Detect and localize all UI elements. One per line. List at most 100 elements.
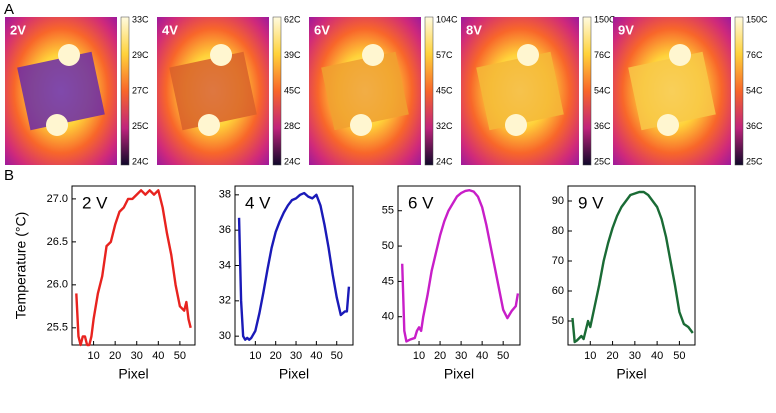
y-tick-label: 60 [552,285,564,297]
x-axis-label: Pixel [118,366,148,382]
colorbar-label: 76C [746,50,763,60]
contact-pad [505,114,527,136]
colorbar-label: 150C [746,14,768,24]
plot-frame [567,185,696,346]
y-tick-label: 50 [382,240,394,252]
colorbar-label: 54C [746,85,763,95]
colorbar-label: 25C [594,156,611,166]
colorbar-label: 32C [436,121,453,131]
contact-pad [350,114,372,136]
y-tick-label: 34 [219,259,231,271]
colorbar-label: 29C [132,50,149,60]
data-line [401,189,520,343]
y-tick-label: 50 [552,315,564,327]
colorbar-label: 33C [132,14,149,24]
image-label: 4V [162,22,178,37]
colorbar-label: 62C [284,14,301,24]
thermal-image: 2V 33C 29C 27C 25C 24C [5,14,149,166]
x-tick-label: 40 [310,350,322,362]
y-tick-label: 38 [219,189,231,201]
x-axis-label: Pixel [444,366,474,382]
contact-pad [58,44,80,66]
x-tick-label: 10 [249,350,261,362]
colorbar-label: 36C [594,121,611,131]
y-tick-label: 26.0 [47,279,68,291]
image-label: 2V [10,22,26,37]
heater-plate [628,51,716,131]
chart-annotation: 2 V [82,193,108,212]
panel-label: A [4,1,14,18]
contact-pad [362,44,384,66]
data-line [237,191,351,341]
image-label: 8V [466,22,482,37]
image-label: 9V [618,22,634,37]
y-tick-label: 80 [552,225,564,237]
plot-frame [397,185,521,346]
plot-frame [71,185,196,346]
colorbar-label: 57C [436,50,453,60]
x-tick-label: 20 [270,350,282,362]
colorbar-label: 36C [746,121,763,131]
y-tick-label: 36 [219,224,231,236]
colorbar [272,16,282,166]
y-tick-label: 45 [382,275,394,287]
panel-label: B [4,167,14,184]
x-tick-label: 40 [476,350,488,362]
colorbar-label: 25C [746,156,763,166]
x-tick-label: 30 [455,350,467,362]
y-tick-label: 26.5 [47,236,68,248]
colorbar [734,16,744,166]
data-line [75,189,192,347]
colorbar-label: 24C [284,156,301,166]
contact-pad [669,44,691,66]
x-tick-label: 40 [651,350,663,362]
x-tick-label: 20 [606,350,618,362]
y-tick-label: 30 [219,330,231,342]
colorbar-label: 45C [436,85,453,95]
y-tick-label: 90 [552,195,564,207]
y-tick-label: 32 [219,295,231,307]
colorbar-label: 150C [594,14,616,24]
x-tick-label: 50 [673,350,685,362]
data-line [571,190,694,344]
contact-pad [517,44,539,66]
colorbar-label: 104C [436,14,458,24]
thermal-image: 8V 150C 76C 54C 36C 25C [461,14,616,166]
chart-annotation: 9 V [578,193,604,212]
thermal-image: 9V 150C 76C 54C 36C 25C [613,14,768,166]
colorbar-label: 45C [284,85,301,95]
heater-plate [17,51,105,131]
colorbar-label: 39C [284,50,301,60]
x-tick-label: 10 [87,350,99,362]
contact-pad [210,44,232,66]
x-axis-label: Pixel [279,366,309,382]
x-tick-label: 50 [331,350,343,362]
image-label: 6V [314,22,330,37]
chart-annotation: 4 V [245,193,271,212]
heater-plate [476,51,564,131]
x-tick-label: 40 [152,350,164,362]
colorbar [582,16,592,166]
chart-annotation: 6 V [408,193,434,212]
thermal-image: 4V 62C 39C 45C 28C 24C [157,14,301,166]
x-tick-label: 10 [413,350,425,362]
x-tick-label: 30 [629,350,641,362]
x-tick-label: 10 [584,350,596,362]
colorbar-label: 25C [132,121,149,131]
heater-plate [321,51,409,131]
x-tick-label: 20 [434,350,446,362]
contact-pad [198,114,220,136]
colorbar-label: 76C [594,50,611,60]
y-tick-label: 25.5 [47,322,68,334]
y-tick-label: 40 [382,311,394,323]
x-tick-label: 20 [109,350,121,362]
colorbar-label: 24C [132,156,149,166]
contact-pad [657,114,679,136]
colorbar-label: 54C [594,85,611,95]
x-tick-label: 50 [497,350,509,362]
colorbar [424,16,434,166]
y-axis-label: Temperature (°C) [13,212,29,320]
colorbar-label: 27C [132,85,149,95]
colorbar [120,16,130,166]
